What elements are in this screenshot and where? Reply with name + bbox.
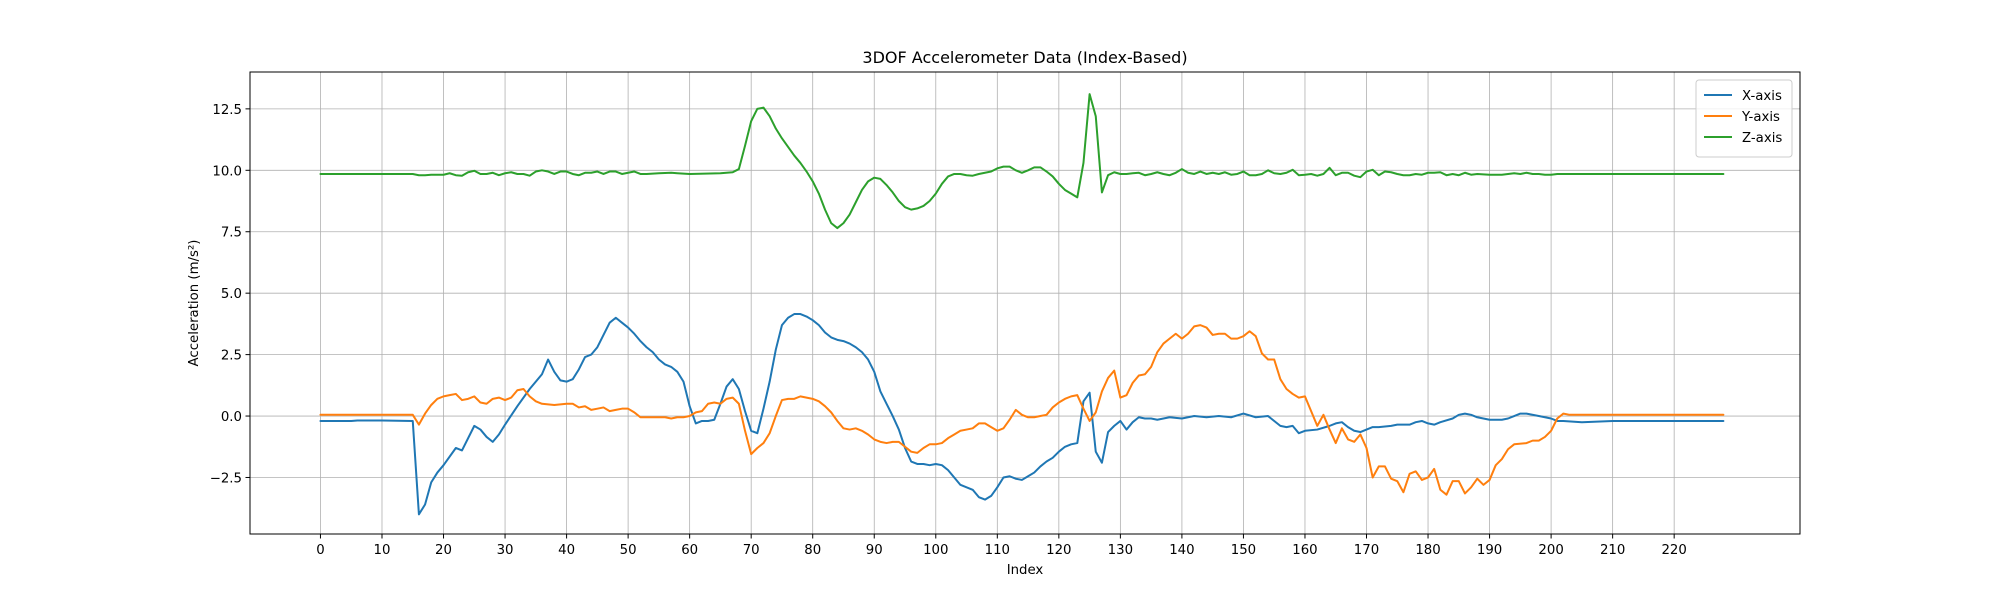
x-tick-label: 80 xyxy=(804,543,821,558)
x-axis-ticks: 0 10 20 30 40 50 60 70 80 90 100 110 120 130 140 150 160… xyxy=(316,534,1687,558)
y-tick-label: 7.5 xyxy=(221,226,242,241)
legend-label: Y-axis xyxy=(1741,110,1780,125)
plot-area xyxy=(250,72,1800,534)
x-tick-label: 100 xyxy=(923,543,948,558)
plot-frame xyxy=(249,71,1801,535)
x-tick-label: 160 xyxy=(1292,543,1317,558)
legend-label: X-axis xyxy=(1742,89,1782,104)
x-tick-label: 130 xyxy=(1108,543,1133,558)
grid-lines xyxy=(250,72,1800,534)
x-axis-label: Index xyxy=(1007,563,1044,578)
x-tick-label: 60 xyxy=(681,543,698,558)
y-tick-label: 0.0 xyxy=(221,410,242,425)
y-tick-label: −2.5 xyxy=(210,471,242,486)
series-line-x-axis xyxy=(319,313,1725,516)
x-tick-label: 20 xyxy=(435,543,452,558)
x-tick-label: 90 xyxy=(866,543,883,558)
x-tick-label: 40 xyxy=(558,543,575,558)
y-axis-label: Acceleration (m/s²) xyxy=(187,240,202,367)
x-tick-label: 70 xyxy=(743,543,760,558)
series-lines xyxy=(319,93,1725,516)
y-axis-ticks: −2.5 0.0 2.5 5.0 7.5 10.0 12.5 xyxy=(210,103,250,486)
y-tick-label: 2.5 xyxy=(221,349,242,364)
y-tick-label: 5.0 xyxy=(221,287,242,302)
x-tick-label: 170 xyxy=(1354,543,1379,558)
y-tick-label: 12.5 xyxy=(212,103,242,118)
legend: X-axis Y-axis Z-axis xyxy=(1695,79,1793,158)
x-tick-label: 50 xyxy=(620,543,637,558)
x-tick-label: 0 xyxy=(316,543,324,558)
x-tick-label: 140 xyxy=(1169,543,1194,558)
x-tick-label: 10 xyxy=(374,543,391,558)
legend-label: Z-axis xyxy=(1742,131,1782,146)
x-tick-label: 120 xyxy=(1046,543,1071,558)
x-tick-label: 200 xyxy=(1538,543,1563,558)
chart-title: 3DOF Accelerometer Data (Index-Based) xyxy=(862,48,1187,67)
x-tick-label: 180 xyxy=(1415,543,1440,558)
x-tick-label: 220 xyxy=(1661,543,1686,558)
x-tick-label: 210 xyxy=(1600,543,1625,558)
x-tick-label: 150 xyxy=(1231,543,1256,558)
x-tick-label: 30 xyxy=(497,543,514,558)
x-tick-label: 190 xyxy=(1477,543,1502,558)
series-line-z-axis xyxy=(319,93,1725,230)
series-line-y-axis xyxy=(319,324,1725,496)
x-tick-label: 110 xyxy=(985,543,1010,558)
y-tick-label: 10.0 xyxy=(212,164,242,179)
